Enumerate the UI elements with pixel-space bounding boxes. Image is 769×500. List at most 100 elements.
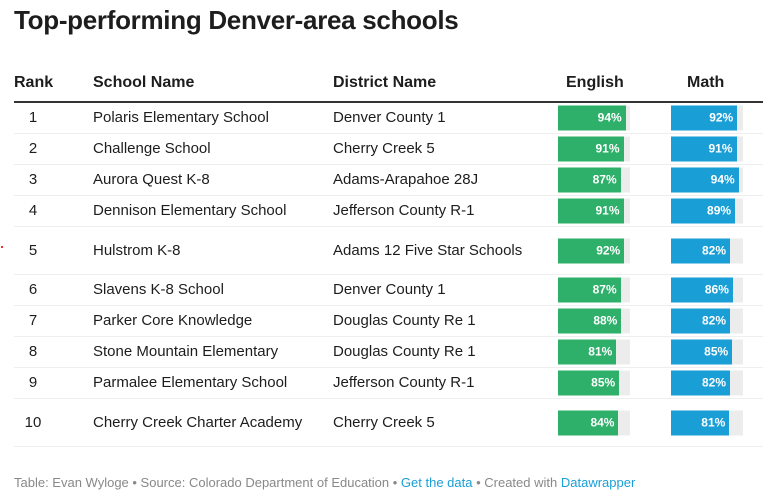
table-row: 1 Polaris Elementary School Denver Count… bbox=[14, 103, 763, 134]
district-name-cell: Douglas County Re 1 bbox=[333, 343, 476, 360]
math-bar: 89% bbox=[671, 198, 736, 224]
english-bar: 91% bbox=[558, 198, 624, 224]
math-bar: 94% bbox=[671, 167, 739, 193]
english-bar: 88% bbox=[558, 308, 622, 334]
math-value: 82% bbox=[702, 375, 727, 390]
school-name-cell: Slavens K-8 School bbox=[93, 281, 224, 298]
table-row: 10 Cherry Creek Charter Academy Cherry C… bbox=[14, 399, 763, 447]
schools-table: Rank School Name District Name English M… bbox=[14, 70, 763, 447]
school-name-cell: Stone Mountain Elementary bbox=[93, 343, 279, 360]
rank-cell: 2 bbox=[28, 140, 38, 157]
math-bar-track: 85% bbox=[671, 339, 743, 365]
table-row: 6 Slavens K-8 School Denver County 1 87%… bbox=[14, 275, 763, 306]
math-bar-track: 82% bbox=[671, 370, 743, 396]
math-value: 89% bbox=[707, 203, 732, 218]
page-title: Top-performing Denver-area schools bbox=[14, 5, 459, 35]
footer-created: • Created with bbox=[472, 475, 561, 490]
table-row: 9 Parmalee Elementary School Jefferson C… bbox=[14, 368, 763, 399]
math-bar-track: 92% bbox=[671, 105, 743, 131]
english-bar: 84% bbox=[558, 410, 619, 435]
school-name-cell: Polaris Elementary School bbox=[93, 109, 269, 126]
rank-cell: 10 bbox=[24, 413, 42, 431]
table-row: 7 Parker Core Knowledge Douglas County R… bbox=[14, 306, 763, 337]
math-value: 82% bbox=[702, 243, 727, 257]
english-value: 94% bbox=[597, 110, 622, 125]
english-bar-track: 87% bbox=[558, 167, 630, 193]
rank-cell: 8 bbox=[28, 343, 38, 360]
math-value: 91% bbox=[708, 141, 733, 156]
english-bar-track: 84% bbox=[558, 410, 630, 435]
math-bar-track: 81% bbox=[671, 410, 743, 435]
english-bar: 92% bbox=[558, 238, 625, 263]
english-bar: 91% bbox=[558, 136, 624, 162]
header-english[interactable]: English bbox=[566, 74, 624, 91]
district-name-cell: Douglas County Re 1 bbox=[333, 312, 476, 329]
english-bar-track: 85% bbox=[558, 370, 630, 396]
school-name-cell: Parmalee Elementary School bbox=[93, 374, 288, 391]
math-bar: 85% bbox=[671, 339, 733, 365]
english-bar-track: 91% bbox=[558, 198, 630, 224]
math-bar-track: 86% bbox=[671, 277, 743, 303]
district-name-cell: Jefferson County R-1 bbox=[333, 202, 475, 219]
rank-cell: 5 bbox=[28, 241, 38, 259]
math-value: 81% bbox=[701, 415, 726, 429]
english-bar: 87% bbox=[558, 277, 621, 303]
district-name-cell: Denver County 1 bbox=[333, 109, 446, 126]
table-row: 8 Stone Mountain Elementary Douglas Coun… bbox=[14, 337, 763, 368]
english-bar-track: 92% bbox=[558, 238, 630, 263]
header-math[interactable]: Math bbox=[687, 74, 725, 91]
math-bar: 81% bbox=[671, 410, 730, 435]
english-bar-track: 87% bbox=[558, 277, 630, 303]
school-name-cell: Aurora Quest K-8 bbox=[93, 171, 210, 188]
math-bar: 91% bbox=[671, 136, 737, 162]
english-value: 84% bbox=[590, 415, 615, 429]
math-bar-track: 94% bbox=[671, 167, 743, 193]
math-bar-track: 91% bbox=[671, 136, 743, 162]
district-name-cell: Jefferson County R-1 bbox=[333, 374, 475, 391]
math-value: 82% bbox=[702, 313, 727, 328]
english-bar: 87% bbox=[558, 167, 621, 193]
math-value: 94% bbox=[710, 172, 735, 187]
rank-cell: 3 bbox=[28, 171, 38, 188]
english-value: 85% bbox=[591, 375, 616, 390]
math-value: 92% bbox=[709, 110, 734, 125]
math-bar: 92% bbox=[671, 105, 738, 131]
header-rank[interactable]: Rank bbox=[14, 74, 54, 91]
math-bar-track: 89% bbox=[671, 198, 743, 224]
english-bar: 94% bbox=[558, 105, 626, 131]
table-row: 5 Hulstrom K-8 Adams 12 Five Star School… bbox=[14, 227, 763, 275]
english-bar-track: 88% bbox=[558, 308, 630, 334]
school-name-cell: Parker Core Knowledge bbox=[93, 312, 253, 329]
district-name-cell: Adams-Arapahoe 28J bbox=[333, 171, 479, 188]
table-header: Rank School Name District Name English M… bbox=[14, 70, 763, 103]
english-bar: 81% bbox=[558, 339, 617, 365]
datawrapper-link[interactable]: Datawrapper bbox=[560, 475, 636, 490]
district-name-cell: Cherry Creek 5 bbox=[333, 140, 435, 157]
math-bar: 82% bbox=[671, 238, 731, 263]
english-value: 91% bbox=[595, 141, 620, 156]
district-name-cell: Denver County 1 bbox=[333, 281, 446, 298]
math-value: 86% bbox=[704, 282, 729, 297]
header-school[interactable]: School Name bbox=[93, 74, 195, 91]
math-bar-track: 82% bbox=[671, 308, 743, 334]
rank-cell: 1 bbox=[28, 109, 38, 126]
math-bar: 82% bbox=[671, 308, 731, 334]
rank-cell: 9 bbox=[28, 374, 38, 391]
school-name-cell: Dennison Elementary School bbox=[93, 202, 287, 219]
math-bar: 86% bbox=[671, 277, 733, 303]
get-data-link[interactable]: Get the data bbox=[400, 475, 473, 490]
district-name-cell: Cherry Creek 5 bbox=[333, 413, 435, 431]
english-bar-track: 81% bbox=[558, 339, 630, 365]
english-bar: 85% bbox=[558, 370, 620, 396]
school-name-cell: Challenge School bbox=[93, 140, 211, 157]
school-name-cell: Cherry Creek Charter Academy bbox=[93, 413, 303, 431]
math-bar-track: 82% bbox=[671, 238, 743, 263]
rank-cell: 7 bbox=[28, 312, 38, 329]
rank-cell: 4 bbox=[28, 202, 38, 219]
english-bar-track: 94% bbox=[558, 105, 630, 131]
footer-credits: Table: Evan Wyloge • Source: Colorado De… bbox=[14, 475, 401, 490]
english-value: 81% bbox=[588, 344, 613, 359]
english-value: 87% bbox=[592, 172, 617, 187]
header-district[interactable]: District Name bbox=[333, 74, 437, 91]
english-value: 91% bbox=[595, 203, 620, 218]
